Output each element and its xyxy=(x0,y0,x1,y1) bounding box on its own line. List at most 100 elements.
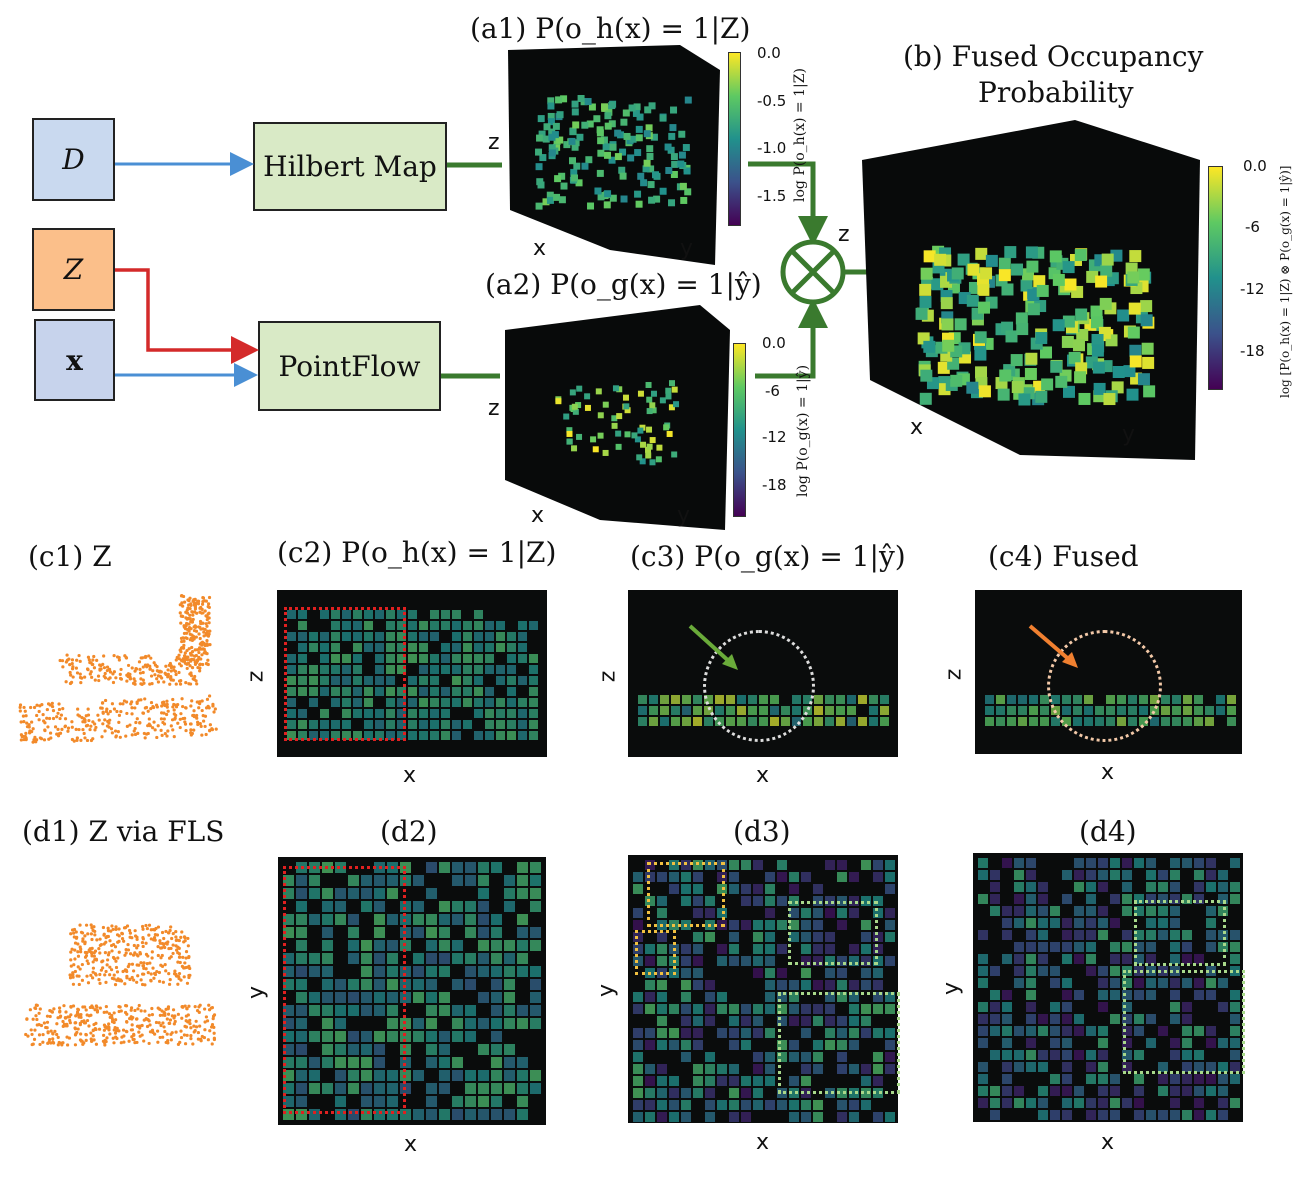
grid-cell xyxy=(1014,966,1024,976)
grid-cell xyxy=(478,927,489,938)
a1-voxel xyxy=(581,121,589,129)
a2-voxel xyxy=(576,385,583,392)
grid-cell xyxy=(978,1074,988,1084)
grid-cell xyxy=(387,1018,398,1029)
grid-cell xyxy=(657,908,667,918)
grid-cell xyxy=(1014,906,1024,916)
grid-cell xyxy=(645,860,655,870)
b-voxel xyxy=(923,250,936,263)
point xyxy=(198,642,202,646)
b-voxel xyxy=(1041,378,1054,391)
a2-voxel xyxy=(590,436,597,443)
grid-cell xyxy=(765,872,775,882)
point xyxy=(158,1035,162,1040)
grid-cell xyxy=(1038,942,1048,952)
grid-cell xyxy=(426,1057,437,1068)
grid-cell xyxy=(413,953,424,964)
a1-voxel xyxy=(683,167,691,175)
point xyxy=(132,943,136,948)
point xyxy=(114,927,118,931)
point xyxy=(142,966,146,971)
a2-cbar-tick: 0.0 xyxy=(762,334,786,352)
grid-cell xyxy=(1206,870,1216,880)
grid-cell xyxy=(753,896,763,906)
a1-voxel xyxy=(643,159,651,167)
point xyxy=(122,1034,126,1038)
grid-cell xyxy=(504,901,515,912)
point xyxy=(76,713,80,717)
grid-cell xyxy=(825,1028,835,1038)
b-voxel xyxy=(941,318,954,331)
grid-cell xyxy=(465,979,476,990)
point xyxy=(117,934,121,938)
point xyxy=(68,662,72,667)
point xyxy=(37,718,41,722)
b-voxel xyxy=(1027,289,1040,302)
a1-voxel xyxy=(539,154,547,162)
point xyxy=(171,931,175,936)
point xyxy=(192,709,196,713)
grid-cell xyxy=(1086,1050,1096,1060)
grid-cell xyxy=(693,1016,703,1026)
grid-cell xyxy=(504,1109,515,1120)
point xyxy=(74,930,78,934)
grid-cell xyxy=(837,1100,847,1110)
point xyxy=(121,702,125,706)
point xyxy=(35,703,39,707)
grid-cell xyxy=(465,1031,476,1042)
grid-cell xyxy=(681,956,691,966)
point xyxy=(168,977,172,982)
a2-voxel xyxy=(655,456,662,463)
grid-cell xyxy=(387,1096,398,1107)
grid-cell xyxy=(990,882,1000,892)
point xyxy=(168,1021,172,1025)
grid-cell xyxy=(681,1028,691,1038)
grid-cell xyxy=(298,687,307,696)
point xyxy=(114,734,118,738)
grid-cell xyxy=(413,1018,424,1029)
point xyxy=(193,607,198,611)
grid-cell xyxy=(364,698,373,707)
grid-cell xyxy=(386,610,395,619)
point xyxy=(105,665,110,669)
point xyxy=(158,941,162,945)
grid-cell xyxy=(413,992,424,1003)
a1-voxel xyxy=(569,157,577,165)
grid-cell xyxy=(837,1040,847,1050)
d3-y-axis-label: y xyxy=(594,983,620,998)
point xyxy=(96,674,101,678)
point xyxy=(64,1010,68,1014)
point xyxy=(166,709,170,713)
grid-cell xyxy=(441,720,450,729)
point xyxy=(188,672,192,676)
grid-cell xyxy=(491,992,502,1003)
b-voxel xyxy=(1001,283,1014,296)
grid-cell xyxy=(682,717,691,726)
point xyxy=(90,937,94,942)
grid-cell xyxy=(1158,1026,1168,1036)
grid-cell xyxy=(322,953,333,964)
grid-cell xyxy=(463,654,472,663)
point xyxy=(198,1024,202,1028)
point xyxy=(148,961,152,965)
grid-cell xyxy=(814,717,823,726)
c2-x-axis-label: x xyxy=(403,763,417,788)
point xyxy=(79,1032,83,1036)
grid-cell xyxy=(309,1070,320,1081)
point xyxy=(67,1036,72,1040)
grid-cell xyxy=(633,1112,643,1122)
a2-voxel xyxy=(602,449,609,456)
point xyxy=(94,1021,98,1026)
point xyxy=(75,736,79,740)
grid-cell xyxy=(452,1109,463,1120)
a1-voxel xyxy=(558,172,566,180)
grid-cell xyxy=(1074,906,1084,916)
point xyxy=(182,935,187,939)
point xyxy=(161,1013,165,1017)
grid-cell xyxy=(1134,1086,1144,1096)
a1-voxel xyxy=(560,182,568,190)
point xyxy=(108,939,112,943)
grid-cell xyxy=(342,720,351,729)
grid-cell xyxy=(1230,930,1240,940)
point xyxy=(91,1034,95,1038)
